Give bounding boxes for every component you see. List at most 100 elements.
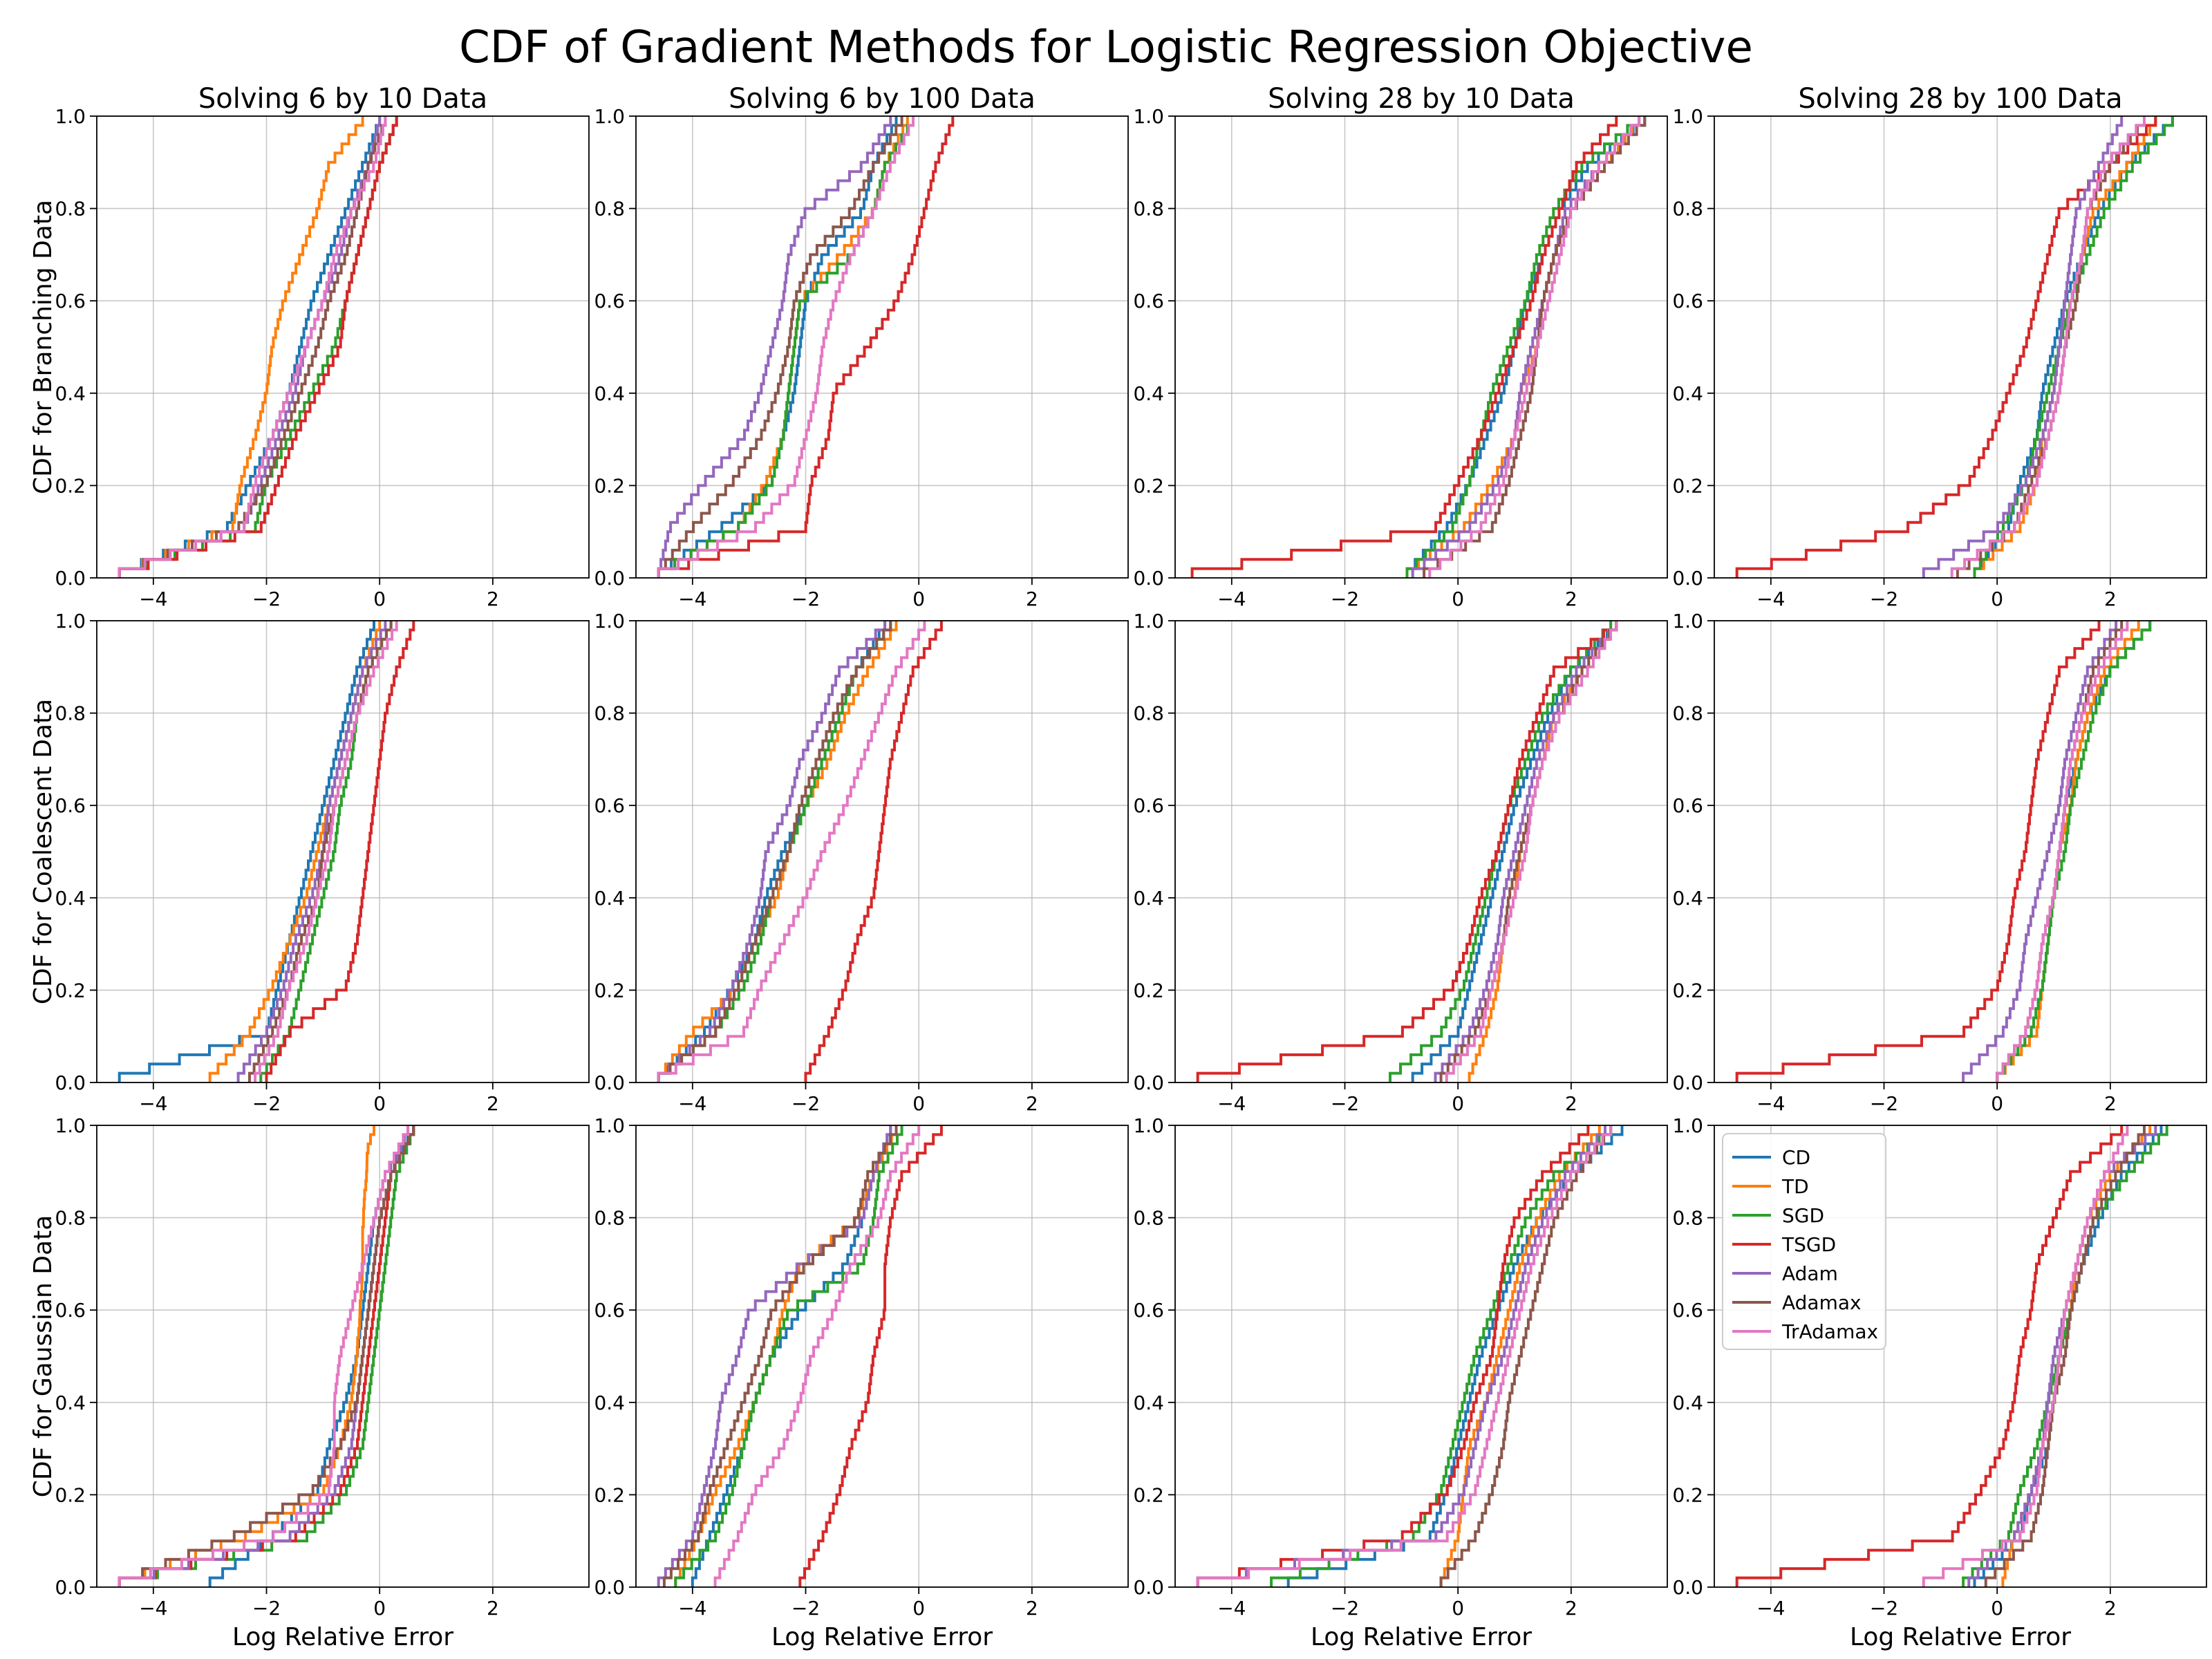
y-tick-label: 0.8 <box>1133 702 1164 725</box>
x-tick-label: 2 <box>487 1092 499 1115</box>
x-axis-label: Log Relative Error <box>1850 1623 2071 1651</box>
y-tick-label: 0.0 <box>55 1576 86 1599</box>
x-tick-label: 2 <box>1026 1597 1038 1620</box>
x-tick-label: −4 <box>1756 1092 1785 1115</box>
series-line-adam <box>657 1125 892 1587</box>
column-title-1: Solving 6 by 10 Data <box>198 83 487 115</box>
y-tick-label: 0.2 <box>594 979 625 1002</box>
series-line-sgd <box>657 116 915 578</box>
x-axis-label: Log Relative Error <box>771 1623 993 1651</box>
series-group <box>657 621 943 1082</box>
y-tick-label: 0.2 <box>1672 474 1703 497</box>
series-line-sgd <box>118 1125 415 1587</box>
series-line-adamax <box>118 116 387 578</box>
x-tick-label: 0 <box>1991 1092 2003 1115</box>
axes-frame <box>635 620 1129 1083</box>
y-tick-label: 0.2 <box>594 474 625 497</box>
y-tick-label: 1.0 <box>594 105 625 128</box>
x-tick-label: 0 <box>1452 588 1464 610</box>
x-tick-label: 0 <box>1991 588 2003 610</box>
series-group <box>118 621 415 1082</box>
series-line-tsgd <box>657 116 955 578</box>
legend-label-sgd: SGD <box>1782 1204 1824 1227</box>
y-tick-label: 0.4 <box>55 887 86 910</box>
y-tick-label: 0.6 <box>1672 794 1703 817</box>
series-line-tradamax <box>657 116 915 578</box>
y-tick-label: 0.6 <box>55 290 86 312</box>
axes-frame <box>1174 115 1668 579</box>
series-group <box>657 116 955 578</box>
series-line-tradamax <box>1922 1125 2129 1587</box>
series-line-tradamax <box>254 621 398 1082</box>
panel-r2-c3: −4 −2 0 2 0.0 0.2 0.4 0.6 0.8 1.0 <box>1133 610 1668 1115</box>
y-tick-label: 0.0 <box>594 1576 625 1599</box>
x-axis-label: Log Relative Error <box>1311 1623 1532 1651</box>
series-line-adamax <box>657 116 903 578</box>
axes-frame <box>1714 620 2207 1083</box>
y-tick-label: 1.0 <box>1133 105 1164 128</box>
series-line-sgd <box>1996 621 2152 1082</box>
x-tick-label: −2 <box>1870 588 1898 610</box>
y-tick-label: 0.0 <box>1672 1576 1703 1599</box>
y-tick-label: 0.8 <box>55 198 86 221</box>
series-line-adam <box>1922 116 2124 578</box>
y-tick-label: 0.6 <box>55 1299 86 1322</box>
x-tick-label: −2 <box>252 1092 281 1115</box>
y-tick-label: 0.0 <box>1133 1576 1164 1599</box>
series-line-tradamax <box>1996 621 2129 1082</box>
legend-label-adam: Adam <box>1782 1262 1838 1285</box>
x-tick-label: −4 <box>139 1597 167 1620</box>
x-tick-label: −4 <box>1756 588 1785 610</box>
x-tick-label: −4 <box>678 1092 706 1115</box>
x-tick-label: −2 <box>791 588 820 610</box>
panel-r3-c3: −4 −2 0 2 0.0 0.2 0.4 0.6 0.8 1.0 Log Relative Err… <box>1133 1114 1668 1651</box>
y-tick-label: 0.4 <box>55 1391 86 1414</box>
legend-label-cd: CD <box>1782 1146 1810 1169</box>
series-line-adamax <box>1439 621 1618 1082</box>
x-tick-label: −2 <box>1870 1092 1898 1115</box>
series-line-adamax <box>662 1125 898 1587</box>
y-tick-label: 1.0 <box>1672 105 1703 128</box>
y-tick-label: 0.2 <box>1133 1483 1164 1506</box>
x-tick-label: −2 <box>252 1597 281 1620</box>
x-tick-label: 0 <box>912 588 925 610</box>
y-tick-label: 0.2 <box>1672 979 1703 1002</box>
y-tick-label: 1.0 <box>594 1114 625 1137</box>
series-group <box>1735 621 2152 1082</box>
y-tick-label: 0.6 <box>1133 794 1164 817</box>
panel-r2-c2: −4 −2 0 2 0.0 0.2 0.4 0.6 0.8 1.0 <box>594 610 1129 1115</box>
panel-r1-c2: −4 −2 0 2 0.0 0.2 0.4 0.6 0.8 1.0 Solving 6 by 100… <box>594 83 1129 610</box>
x-tick-label: 0 <box>373 1092 386 1115</box>
x-tick-label: −2 <box>791 1092 820 1115</box>
y-tick-label: 0.6 <box>594 290 625 312</box>
series-line-adamax <box>118 1125 415 1587</box>
y-tick-label: 0.2 <box>594 1483 625 1506</box>
y-tick-label: 0.8 <box>594 702 625 725</box>
legend-label-adamax: Adamax <box>1782 1291 1862 1314</box>
legend-label-tsgd: TSGD <box>1781 1233 1836 1256</box>
y-tick-label: 0.8 <box>1672 198 1703 221</box>
y-tick-label: 1.0 <box>55 610 86 632</box>
x-axis-label: Log Relative Error <box>232 1623 453 1651</box>
panel-r3-c2: −4 −2 0 2 0.0 0.2 0.4 0.6 0.8 1.0 Log Relative Err… <box>594 1114 1129 1651</box>
series-group <box>1196 1125 1624 1587</box>
row-ylabel-3: CDF for Gaussian Data <box>29 1215 57 1498</box>
y-tick-label: 0.4 <box>1672 382 1703 405</box>
panel-r2-c1: −4 −2 0 2 0.0 0.2 0.4 0.6 0.8 1.0 CDF for Coalesce… <box>29 610 590 1115</box>
series-line-adam <box>1196 1125 1606 1587</box>
series-line-td <box>118 116 364 578</box>
x-tick-label: −4 <box>139 1092 167 1115</box>
y-tick-label: 1.0 <box>1133 1114 1164 1137</box>
series-line-tsgd <box>118 1125 415 1587</box>
series-line-tsgd <box>1735 116 2157 578</box>
y-tick-label: 0.8 <box>594 198 625 221</box>
series-line-tsgd <box>1196 621 1618 1082</box>
y-tick-label: 0.8 <box>1672 702 1703 725</box>
x-tick-label: −4 <box>1217 1597 1246 1620</box>
series-line-adam <box>1411 116 1641 578</box>
series-line-adamax <box>1984 1125 2146 1587</box>
series-line-tradamax <box>1950 116 2146 578</box>
axes-frame <box>96 620 590 1083</box>
x-tick-label: −2 <box>1870 1597 1898 1620</box>
y-tick-label: 0.4 <box>594 887 625 910</box>
